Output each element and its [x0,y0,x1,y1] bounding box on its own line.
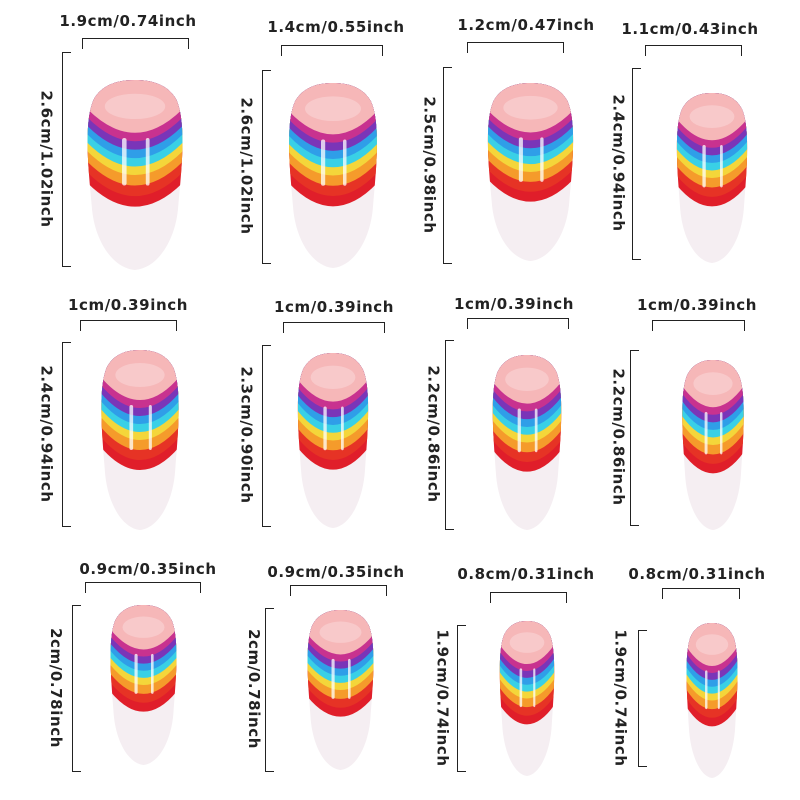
height-bracket [457,625,466,772]
height-bracket [62,342,71,527]
width-bracket [652,320,745,331]
height-bracket [72,605,81,772]
press-on-nail-5 [101,350,179,530]
width-bracket [645,45,742,56]
width-label: 1cm/0.39inch [453,295,575,313]
width-label: 1.2cm/0.47inch [457,16,595,34]
height-label: 2.2cm/0.86inch [609,368,628,506]
press-on-nail-1 [87,80,183,270]
width-bracket [281,45,383,56]
width-bracket [82,38,189,49]
width-label: 1.4cm/0.55inch [267,18,405,36]
press-on-nail-3 [487,83,573,261]
height-bracket [632,68,641,260]
height-label: 2.4cm/0.94inch [37,364,56,503]
height-label: 2cm/0.78inch [245,628,264,750]
press-on-nail-10 [307,610,373,770]
width-label: 1.1cm/0.43inch [621,20,759,38]
width-label: 1cm/0.39inch [636,296,758,314]
width-label: 0.9cm/0.35inch [267,563,405,581]
press-on-nail-11 [499,620,555,776]
press-on-nail-7 [492,354,562,530]
press-on-nail-4 [676,93,748,263]
width-bracket [467,318,569,329]
width-label: 1cm/0.39inch [273,298,395,316]
height-bracket [443,67,452,264]
width-label: 0.8cm/0.31inch [457,565,595,583]
height-label: 2.2cm/0.86inch [424,365,443,503]
height-label: 2.6cm/1.02inch [237,97,256,235]
width-bracket [80,320,177,331]
press-on-nail-12 [686,622,738,778]
height-bracket [262,70,271,264]
height-bracket [62,52,71,267]
width-bracket [85,582,201,593]
height-bracket [630,350,639,526]
height-label: 2.5cm/0.98inch [420,95,439,234]
width-bracket [283,322,385,333]
press-on-nail-2 [289,82,377,268]
width-label: 0.9cm/0.35inch [79,560,217,578]
press-on-nail-8 [682,360,744,530]
height-label: 2cm/0.78inch [47,627,66,748]
press-on-nail-9 [110,605,176,765]
height-bracket [265,608,274,772]
press-on-nail-6 [297,352,369,528]
height-label: 1.9cm/0.74inch [611,628,630,767]
width-bracket [467,42,564,53]
width-bracket [290,585,387,596]
height-bracket [638,630,647,767]
height-bracket [262,345,271,527]
height-bracket [445,340,454,530]
width-bracket [662,588,740,599]
height-label: 2.3cm/0.90inch [237,366,256,504]
width-label: 0.8cm/0.31inch [628,565,766,583]
height-label: 1.9cm/0.74inch [433,628,452,767]
width-label: 1.9cm/0.74inch [59,12,197,30]
width-label: 1cm/0.39inch [67,296,189,314]
height-label: 2.4cm/0.94inch [609,94,628,232]
width-bracket [490,592,567,603]
height-label: 2.6cm/1.02inch [37,89,56,228]
